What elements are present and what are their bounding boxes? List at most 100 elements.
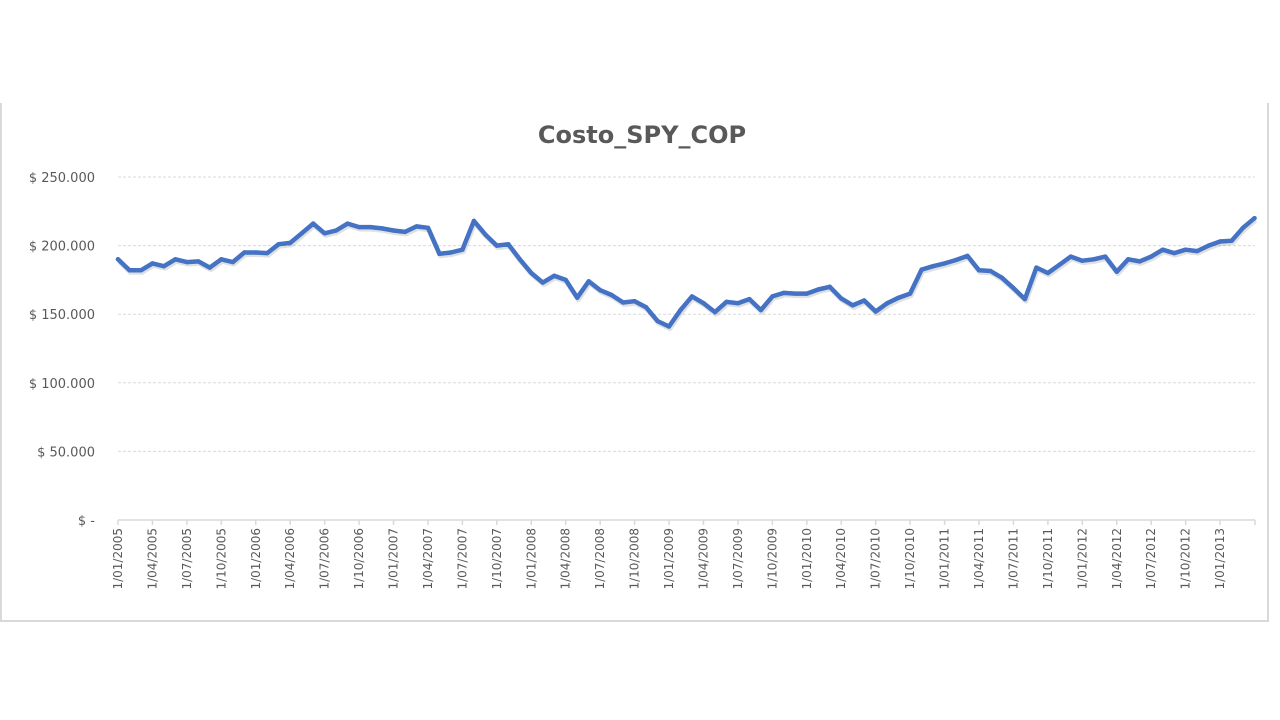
data-point bbox=[448, 250, 454, 255]
data-point bbox=[517, 257, 522, 262]
data-point bbox=[1080, 258, 1085, 263]
data-point bbox=[1103, 254, 1108, 259]
data-point bbox=[1126, 257, 1131, 262]
data-point bbox=[425, 225, 431, 230]
data-point bbox=[850, 303, 855, 308]
x-tick-label: 1/04/2006 bbox=[283, 528, 297, 590]
data-point bbox=[598, 288, 603, 293]
data-point bbox=[873, 309, 878, 314]
data-point bbox=[689, 294, 695, 299]
x-axis: 1/01/2005 1/04/2005 1/07/2005 1/10/2005 1/01… bbox=[111, 519, 1256, 590]
x-tick-label: 1/04/2010 bbox=[834, 528, 848, 590]
data-point bbox=[345, 221, 350, 226]
data-point bbox=[976, 268, 982, 273]
data-point bbox=[999, 275, 1005, 280]
data-point bbox=[184, 259, 190, 265]
data-point bbox=[988, 268, 993, 274]
data-point bbox=[643, 305, 649, 310]
x-tick-label: 1/07/2005 bbox=[180, 528, 194, 590]
data-point bbox=[1045, 270, 1051, 276]
data-point bbox=[230, 259, 235, 265]
data-point bbox=[368, 224, 373, 230]
data-point bbox=[276, 242, 281, 247]
data-point bbox=[288, 240, 293, 246]
data-point bbox=[356, 224, 362, 230]
data-point bbox=[402, 229, 408, 235]
data-point bbox=[494, 243, 499, 248]
x-tick-label: 1/10/2008 bbox=[628, 528, 642, 590]
data-point bbox=[747, 296, 752, 302]
x-tick-label: 1/01/2013 bbox=[1213, 528, 1227, 590]
data-point bbox=[620, 300, 626, 305]
y-tick-label: $ 100.000 bbox=[29, 377, 95, 392]
data-point bbox=[1252, 216, 1257, 221]
data-point bbox=[173, 257, 178, 262]
data-point bbox=[919, 267, 924, 272]
data-point bbox=[150, 261, 155, 266]
data-point bbox=[242, 250, 247, 255]
data-point bbox=[391, 228, 396, 233]
data-point bbox=[127, 268, 132, 273]
data-point bbox=[1183, 247, 1188, 252]
data-point bbox=[678, 307, 683, 313]
x-tick-label: 1/07/2012 bbox=[1144, 528, 1158, 590]
data-point bbox=[138, 268, 144, 273]
data-point bbox=[311, 221, 316, 226]
chart-title: Costo_SPY_COP bbox=[538, 121, 746, 149]
x-tick-label: 1/01/2009 bbox=[662, 528, 676, 590]
data-point bbox=[839, 296, 844, 301]
data-point bbox=[1172, 250, 1177, 256]
x-tick-label: 1/01/2012 bbox=[1075, 528, 1089, 590]
data-point bbox=[1068, 254, 1074, 259]
data-point bbox=[540, 280, 545, 285]
data-point bbox=[655, 318, 660, 324]
data-point bbox=[781, 290, 786, 296]
x-tick-label: 1/04/2008 bbox=[559, 528, 573, 590]
y-tick-label: $ 250.000 bbox=[29, 171, 95, 186]
data-point bbox=[666, 324, 672, 329]
data-point bbox=[563, 277, 568, 283]
y-tick-label: $ 200.000 bbox=[29, 240, 95, 255]
x-tick-label: 1/04/2012 bbox=[1110, 528, 1124, 590]
data-point bbox=[414, 224, 419, 229]
x-tick-label: 1/01/2008 bbox=[524, 528, 538, 590]
data-point bbox=[115, 257, 121, 262]
x-tick-label: 1/01/2010 bbox=[800, 528, 814, 590]
data-point bbox=[219, 257, 224, 262]
data-point bbox=[896, 295, 901, 300]
x-tick-label: 1/10/2012 bbox=[1179, 528, 1193, 590]
data-point bbox=[953, 257, 959, 263]
y-tick-label: $ - bbox=[78, 514, 95, 529]
data-point bbox=[1034, 265, 1039, 270]
y-tick-label: $ 50.000 bbox=[37, 445, 95, 460]
y-axis-ticks: $ - $ 50.000 $ 100.000 $ 150.000 $ 200.000 $ … bbox=[29, 171, 95, 529]
series-line bbox=[115, 215, 1257, 329]
series-line-shadow bbox=[117, 218, 1258, 331]
x-tick-label: 1/10/2010 bbox=[903, 528, 917, 590]
x-tick-label: 1/04/2009 bbox=[696, 528, 710, 590]
data-point bbox=[701, 301, 706, 306]
x-tick-label: 1/01/2006 bbox=[249, 528, 263, 590]
x-tick-label: 1/01/2011 bbox=[938, 528, 952, 590]
data-point bbox=[758, 307, 764, 313]
y-tick-label: $ 150.000 bbox=[29, 308, 95, 323]
x-tick-label: 1/07/2007 bbox=[455, 528, 469, 590]
x-tick-label: 1/07/2008 bbox=[593, 528, 607, 590]
x-tick-label: 1/10/2005 bbox=[214, 528, 228, 590]
x-tick-label: 1/04/2005 bbox=[145, 528, 159, 590]
data-point bbox=[1011, 285, 1016, 291]
data-point bbox=[575, 295, 580, 300]
data-point bbox=[609, 292, 614, 298]
x-tick-label: 1/01/2005 bbox=[111, 528, 125, 590]
x-tick-label: 1/10/2011 bbox=[1041, 528, 1055, 590]
data-point bbox=[1217, 239, 1223, 244]
data-point bbox=[1240, 225, 1246, 230]
data-point bbox=[862, 298, 867, 303]
data-point bbox=[724, 299, 729, 305]
data-point bbox=[735, 301, 741, 306]
data-point bbox=[965, 253, 970, 259]
x-tick-label: 1/10/2007 bbox=[490, 528, 504, 590]
data-point bbox=[437, 251, 442, 256]
x-tick-label: 1/04/2011 bbox=[972, 528, 986, 590]
line-chart: Costo_SPY_COP $ - $ 50.000 $ 100.000 $ 150.… bbox=[29, 121, 1258, 590]
